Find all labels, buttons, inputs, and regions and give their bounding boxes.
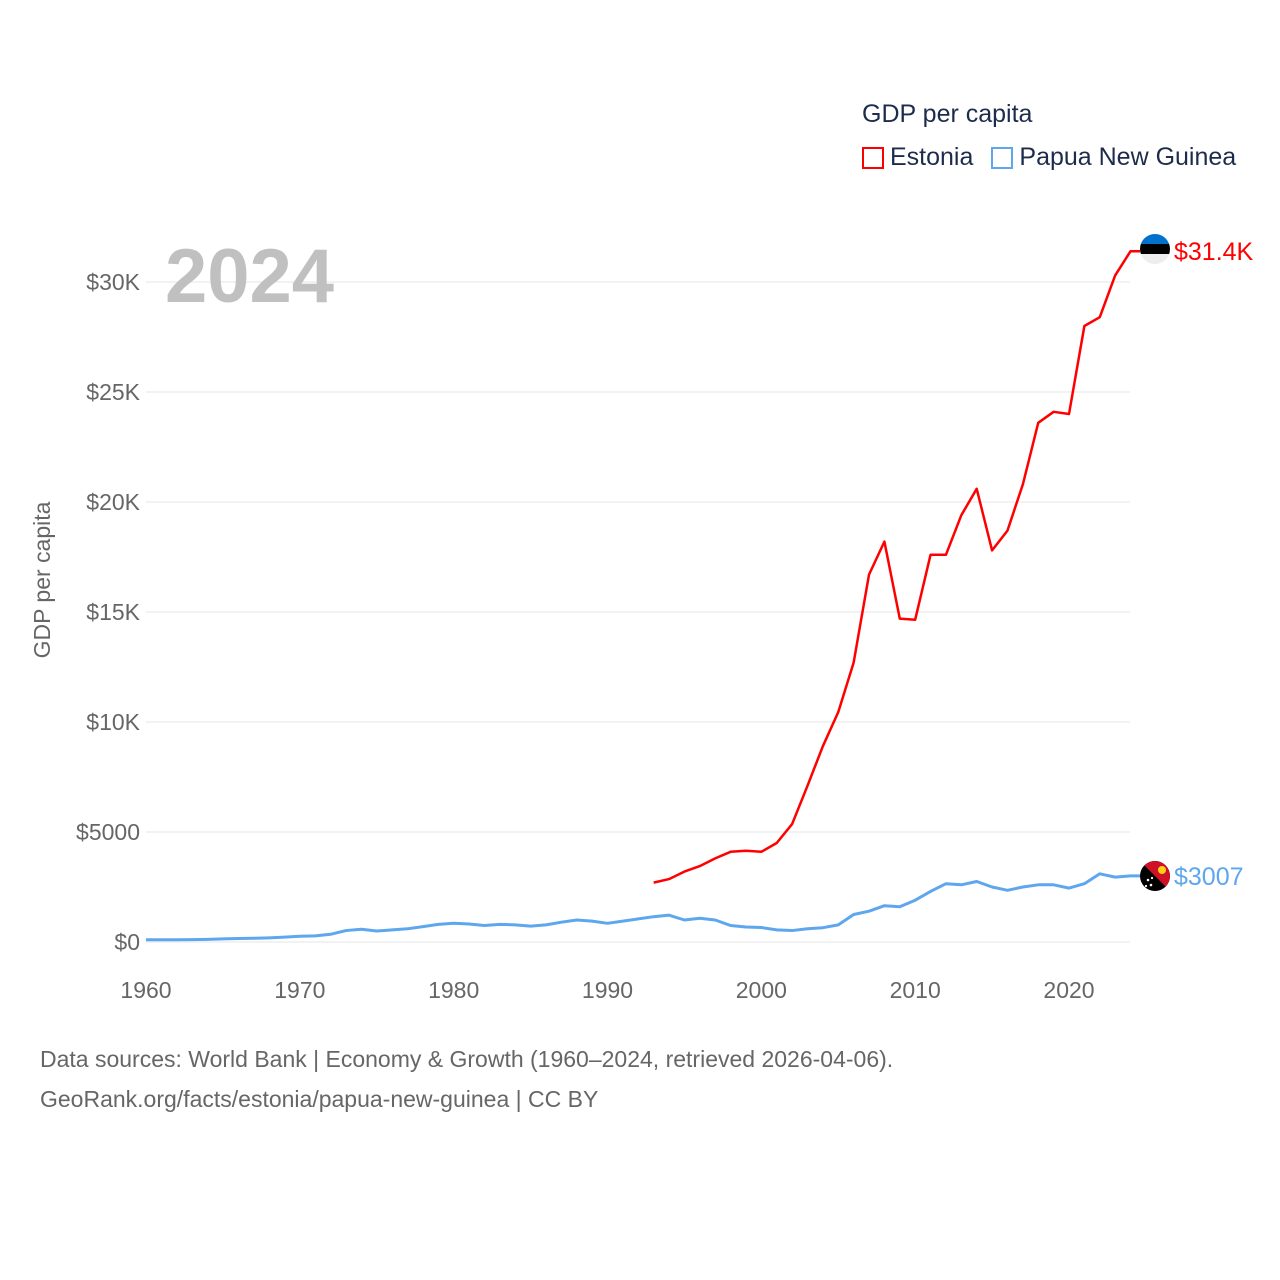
series-line-estonia xyxy=(653,249,1140,884)
end-value-label: $3007 xyxy=(1174,863,1244,891)
y-tick-label: $5000 xyxy=(76,819,140,845)
series-line-png xyxy=(146,872,1140,942)
y-tick-label: $0 xyxy=(114,929,140,955)
legend-label-estonia[interactable]: Estonia xyxy=(890,143,974,171)
y-tick-label: $15K xyxy=(86,599,140,625)
x-tick-label: 2010 xyxy=(890,977,941,1003)
x-tick-label: 2000 xyxy=(736,977,787,1003)
papua-new-guinea-flag-icon xyxy=(1140,861,1170,891)
y-tick-label: $30K xyxy=(86,269,140,295)
x-tick-label: 1970 xyxy=(274,977,325,1003)
estonia-flag-icon xyxy=(1140,234,1170,264)
x-tick-label: 1990 xyxy=(582,977,633,1003)
x-tick-label: 2020 xyxy=(1043,977,1094,1003)
y-axis-title: GDP per capita xyxy=(29,501,55,658)
y-tick-label: $20K xyxy=(86,489,140,515)
legend: Estonia Papua New Guinea xyxy=(862,143,1236,172)
y-tick-label: $25K xyxy=(86,379,140,405)
legend-swatch-png[interactable] xyxy=(991,146,1014,169)
footer-sources: Data sources: World Bank | Economy & Gro… xyxy=(40,1046,894,1072)
legend-swatch-estonia[interactable] xyxy=(862,146,884,169)
y-tick-label: $10K xyxy=(86,709,140,735)
x-tick-label: 1960 xyxy=(120,977,171,1003)
end-value-label: $31.4K xyxy=(1174,238,1254,266)
footer-link[interactable]: GeoRank.org/facts/estonia/papua-new-guin… xyxy=(40,1086,599,1112)
year-label: 2024 xyxy=(165,234,334,319)
legend-label-png[interactable]: Papua New Guinea xyxy=(1019,143,1237,171)
legend-title: GDP per capita xyxy=(862,100,1033,128)
x-tick-label: 1980 xyxy=(428,977,479,1003)
